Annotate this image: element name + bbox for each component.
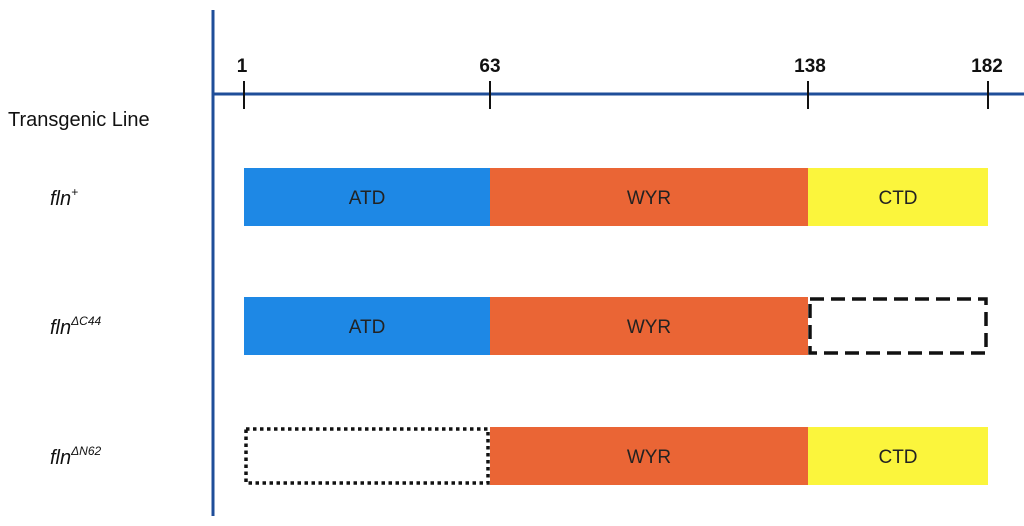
segment-label: WYR	[627, 188, 671, 209]
construct-label: flnΔN62	[50, 444, 102, 469]
construct-row: fln+ ATD WYR CTD	[50, 168, 988, 226]
segment-ctd	[808, 427, 988, 485]
construct-label: fln+	[50, 185, 78, 210]
tick-label: 182	[971, 56, 1003, 77]
segment-atd	[244, 297, 490, 355]
segment-wyr	[490, 168, 808, 226]
tick-label: 63	[479, 56, 500, 77]
segment-ctd	[808, 168, 988, 226]
segment-atd	[244, 168, 490, 226]
segment-wyr	[490, 297, 808, 355]
segment-label: ATD	[349, 188, 386, 209]
tick-label: 1	[237, 56, 248, 77]
construct-row: flnΔC44 ATD WYR	[50, 297, 988, 355]
segment-atd-deleted	[244, 427, 490, 485]
transgenic-line-header: Transgenic Line	[8, 109, 150, 131]
segment-label: WYR	[627, 447, 671, 468]
segment-label: WYR	[627, 317, 671, 338]
segment-ctd-deleted	[808, 297, 988, 355]
segment-wyr	[490, 427, 808, 485]
segment-label: CTD	[878, 447, 917, 468]
segment-label: ATD	[349, 317, 386, 338]
construct-row: flnΔN62 WYR CTD	[50, 427, 988, 485]
segment-label: CTD	[878, 188, 917, 209]
axis-ticks: 1 63 138 182	[237, 56, 1003, 109]
tick-label: 138	[794, 56, 826, 77]
construct-label: flnΔC44	[50, 314, 102, 339]
